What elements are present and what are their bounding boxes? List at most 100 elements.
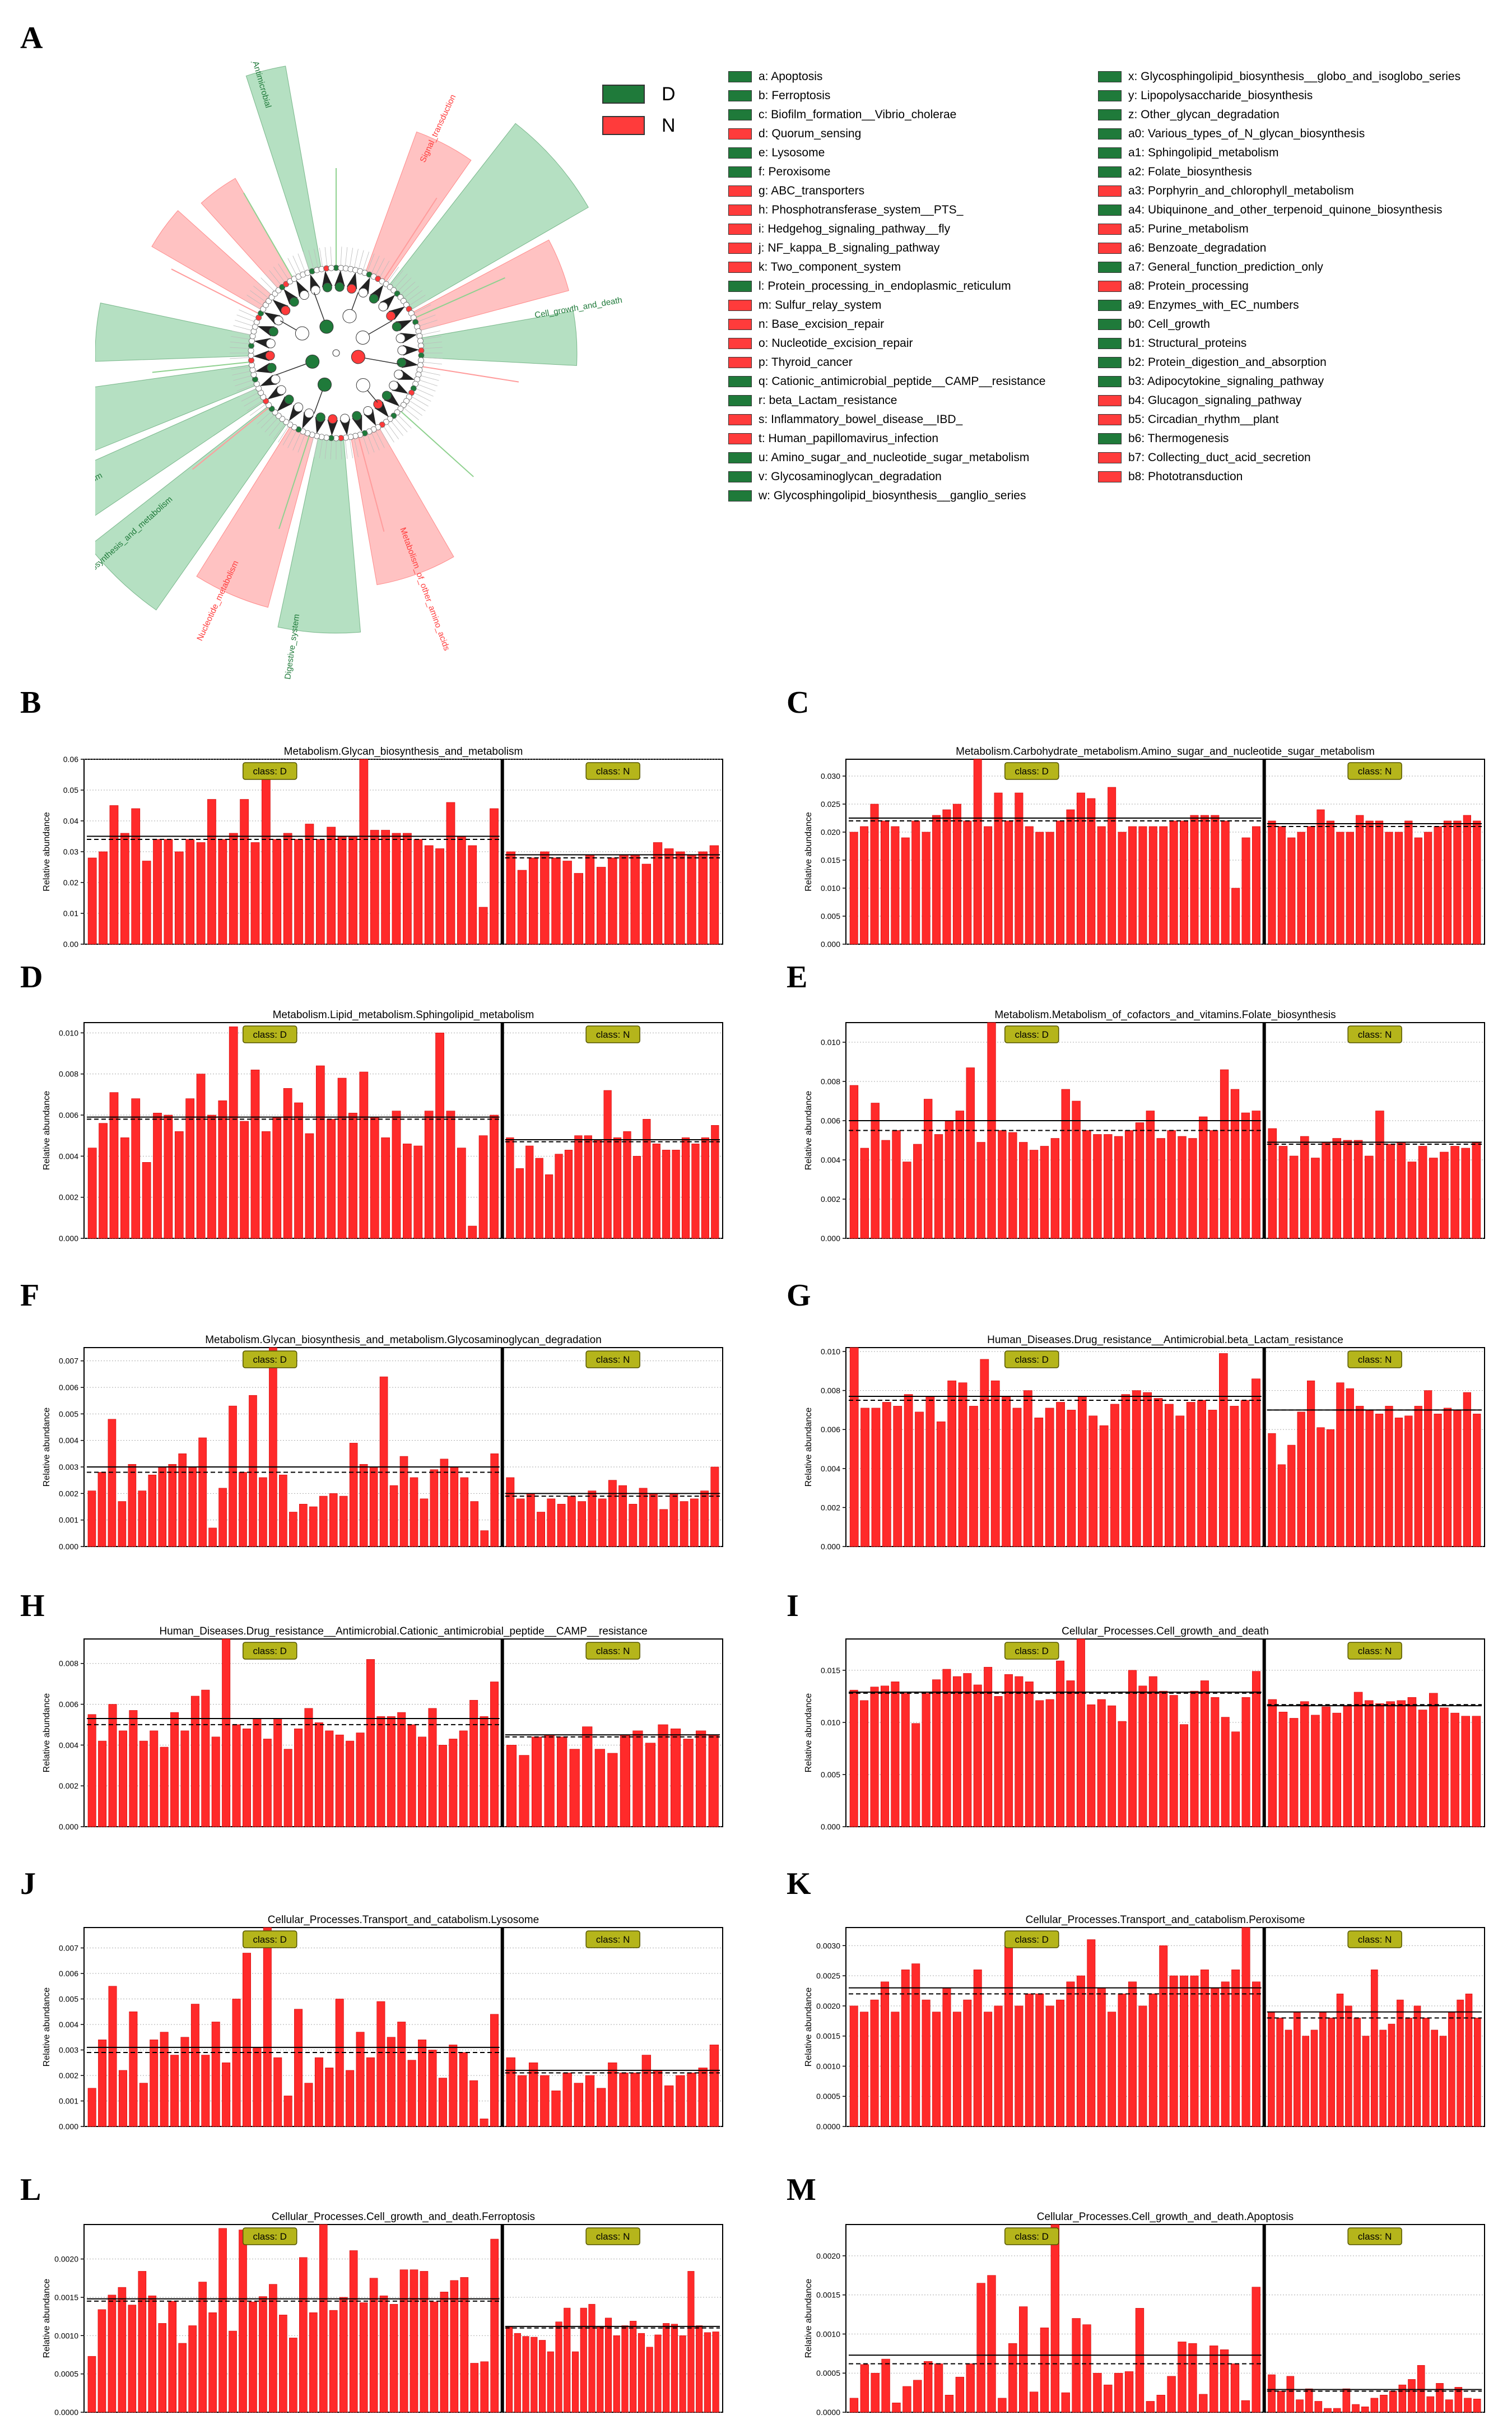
bar [506,1745,517,1827]
bar [359,1071,369,1239]
bar [239,1472,247,1547]
legend-item: b7: Collecting_duct_acid_secretion [1098,448,1460,467]
clade-node [289,297,299,307]
legend-label: g: ABC_transporters [759,184,865,197]
clade-node [294,402,304,412]
legend-swatch [728,319,752,330]
bar [359,759,369,945]
legend-swatch [728,205,752,216]
legend-swatch [728,281,752,292]
legend-item: b3: Adipocytokine_signaling_pathway [1098,372,1460,391]
bar [1061,2392,1070,2413]
bar [664,848,674,945]
class-badge [1347,2227,1402,2245]
bar [871,1103,880,1239]
bar [198,2282,207,2413]
clade-branch [292,256,303,277]
bar [710,1466,719,1547]
bar [630,2073,640,2127]
legend-item: e: Lysosome [728,143,1045,162]
bar [613,2335,620,2413]
bar [1097,826,1106,945]
bar [1004,1945,1013,2127]
class-badge [1347,1642,1402,1660]
bar [120,833,129,945]
bar [139,1740,148,1827]
bar [932,815,941,945]
bar [164,1115,173,1239]
bar [128,1464,137,1547]
bar [1025,1994,1034,2127]
group-d-swatch [602,85,645,104]
bar [1375,1414,1384,1547]
bar [1104,1134,1113,1239]
bar [309,2312,318,2413]
legend-label: a4: Ubiquinone_and_other_terpenoid_quino… [1128,203,1443,216]
bar [567,1496,576,1547]
bar [1440,1151,1449,1239]
bar [679,2335,686,2413]
bar [966,2363,975,2413]
bar [1342,2388,1351,2413]
bar [998,2398,1007,2413]
bar [608,1480,617,1547]
bar [1025,1682,1034,1827]
class-badge [585,1350,640,1368]
bar [506,851,515,945]
bar [1361,2406,1369,2413]
class-badge [1347,1350,1402,1368]
bar [262,777,271,945]
bar [1167,1130,1176,1239]
legend-swatch [1098,90,1122,101]
bar [98,2039,107,2127]
bar [1211,1697,1220,1827]
bar [129,2011,138,2127]
bar [387,2037,396,2127]
legend-label: i: Hedgehog_signaling_pathway__fly [759,222,951,235]
bar [403,833,412,945]
bar [1473,820,1481,945]
bar [459,2052,468,2127]
bar [490,1682,499,1827]
bar [1461,1148,1471,1239]
panel-letter-k: K [787,1866,811,1901]
clade-fan [253,350,269,361]
clade-node [310,285,320,295]
bar [1132,1390,1141,1547]
bar [585,2075,595,2127]
bar [881,1140,890,1239]
legend-swatch [1098,109,1122,120]
bar [984,826,993,945]
bar [1429,1693,1438,1827]
bar [389,2304,398,2413]
bar [1289,1155,1299,1239]
y-tick-label: 0.0000 [816,2122,840,2131]
legend-swatch [728,109,752,120]
bar [1143,1392,1152,1547]
legend-item: y: Lipopolysaccharide_biosynthesis [1098,86,1460,105]
bar [1178,2342,1187,2413]
bar [242,1728,251,1827]
bar [138,2271,147,2413]
bar [1407,1162,1417,1239]
bar [349,2250,358,2413]
bar [1397,1142,1406,1239]
y-axis-label: Relative abundance [804,2279,813,2358]
clade-node [394,369,404,379]
bar [325,2068,334,2127]
bar [283,1749,292,1827]
bar [1443,1408,1452,1547]
bar [1087,1704,1096,1827]
bar [170,1712,179,1827]
bar [551,857,561,945]
y-axis-label: Relative abundance [42,1408,52,1487]
legend-label: a9: Enzymes_with_EC_numbers [1128,299,1299,312]
bar [618,1485,627,1547]
bar [319,2224,328,2413]
bar [108,2295,117,2413]
bar [623,1131,631,1239]
bar [1302,2036,1309,2127]
bar [335,1734,344,1827]
bar [1156,1138,1165,1239]
bar [619,855,629,945]
